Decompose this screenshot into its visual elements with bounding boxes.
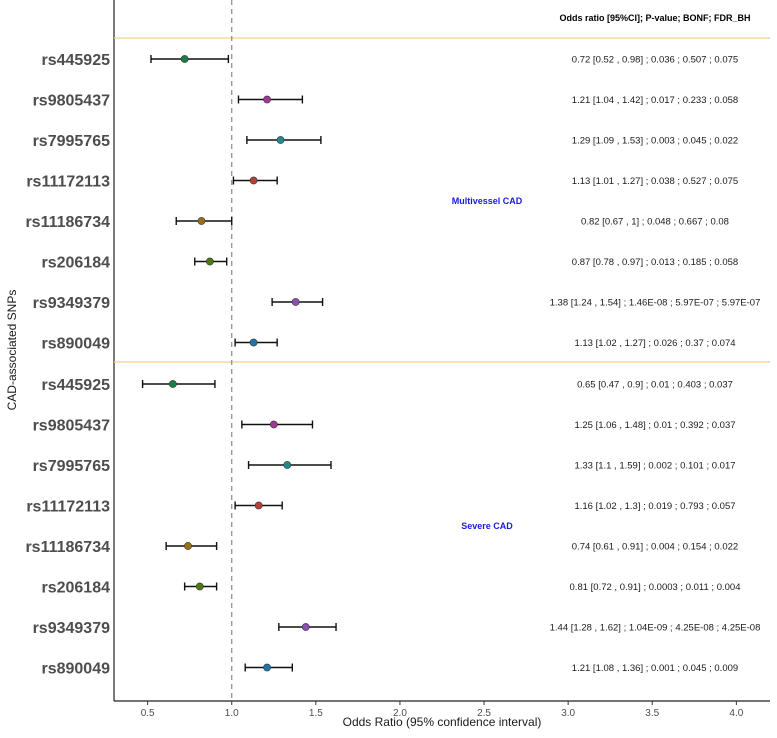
row-annotation: 0.82 [0.67 , 1] ; 0.048 ; 0.667 ; 0.08 [581,217,729,228]
snp-label: rs9349379 [33,295,111,312]
group-separators [114,37,770,363]
point-estimate [283,461,292,469]
text-labels: Odds ratio [95%CI]; P-value; BONF; FDR_B… [5,13,760,729]
x-tick-label: 1.0 [225,708,239,719]
x-tick-label: 0.5 [141,708,155,719]
point-estimate [263,663,271,672]
row-annotation: 0.72 [0.52 , 0.98] ; 0.036 ; 0.507 ; 0.0… [572,55,738,66]
snp-label: rs11186734 [25,539,110,556]
snp-label: rs890049 [41,661,110,678]
group-label: Severe CAD [461,521,513,531]
y-axis-title: CAD-associated SNPs [5,290,19,411]
point-estimate [180,55,189,63]
point-estimate [197,217,206,225]
point-estimate [254,501,263,510]
x-tick-label: 3.0 [561,708,575,719]
snp-label: rs445925 [41,377,110,394]
row-annotation: 1.13 [1.02 , 1.27] ; 0.026 ; 0.37 ; 0.07… [574,338,735,349]
snp-label: rs11172113 [26,499,110,516]
row-annotation: 1.29 [1.09 , 1.53] ; 0.003 ; 0.045 ; 0.0… [572,136,738,147]
row-annotation: 1.33 [1.1 , 1.59] ; 0.002 ; 0.101 ; 0.01… [574,461,735,472]
annotation-header: Odds ratio [95%CI]; P-value; BONF; FDR_B… [559,13,750,23]
snp-label: rs9349379 [33,620,111,637]
point-estimate [249,176,258,185]
row-annotation: 1.21 [1.04 , 1.42] ; 0.017 ; 0.233 ; 0.0… [572,95,738,106]
snp-label: rs11172113 [26,174,110,191]
snp-label: rs7995765 [33,133,111,150]
point-estimate [205,257,214,266]
row-annotation: 0.87 [0.78 , 0.97] ; 0.013 ; 0.185 ; 0.0… [572,257,738,268]
snp-label: rs9805437 [33,93,111,110]
snp-label: rs7995765 [33,458,111,475]
snp-label: rs445925 [41,52,110,69]
x-tick-label: 2.5 [477,708,491,719]
forest-marks [141,0,337,701]
snp-label: rs11186734 [25,214,110,231]
row-annotation: 1.13 [1.01 , 1.27] ; 0.038 ; 0.527 ; 0.0… [572,176,738,187]
x-axis-title: Odds Ratio (95% confidence interval) [343,715,542,729]
point-estimate [195,582,204,591]
row-annotation: 1.25 [1.06 , 1.48] ; 0.01 ; 0.392 ; 0.03… [574,420,735,431]
x-tick-label: 3.5 [645,708,659,719]
point-estimate [301,623,310,631]
snp-label: rs9805437 [33,418,111,435]
x-tick-label: 1.5 [309,708,323,719]
point-estimate [184,542,192,550]
x-tick-label: 4.0 [729,708,743,719]
point-estimate [263,95,271,104]
point-estimate [269,420,278,429]
point-estimate [291,298,300,306]
row-annotation: 1.38 [1.24 , 1.54] ; 1.46E-08 ; 5.97E-07… [550,298,761,309]
point-estimate [249,338,258,347]
snp-label: rs890049 [41,336,110,353]
row-annotation: 0.81 [0.72 , 0.91] ; 0.0003 ; 0.011 ; 0.… [570,582,741,593]
point-estimate [168,380,177,388]
group-label: Multivessel CAD [452,196,523,206]
row-annotation: 1.16 [1.02 , 1.3] ; 0.019 ; 0.793 ; 0.05… [574,501,735,512]
row-annotation: 0.74 [0.61 , 0.91] ; 0.004 ; 0.154 ; 0.0… [572,542,738,553]
plot-frame [113,0,770,705]
x-tick-label: 2.0 [393,708,407,719]
snp-label: rs206184 [41,580,110,597]
snp-label: rs206184 [41,255,110,272]
point-estimate [276,136,285,144]
row-annotation: 0.65 [0.47 , 0.9] ; 0.01 ; 0.403 ; 0.037 [577,380,733,391]
row-annotation: 1.44 [1.28 , 1.62] ; 1.04E-09 ; 4.25E-08… [550,623,761,634]
row-annotation: 1.21 [1.08 , 1.36] ; 0.001 ; 0.045 ; 0.0… [572,663,738,674]
